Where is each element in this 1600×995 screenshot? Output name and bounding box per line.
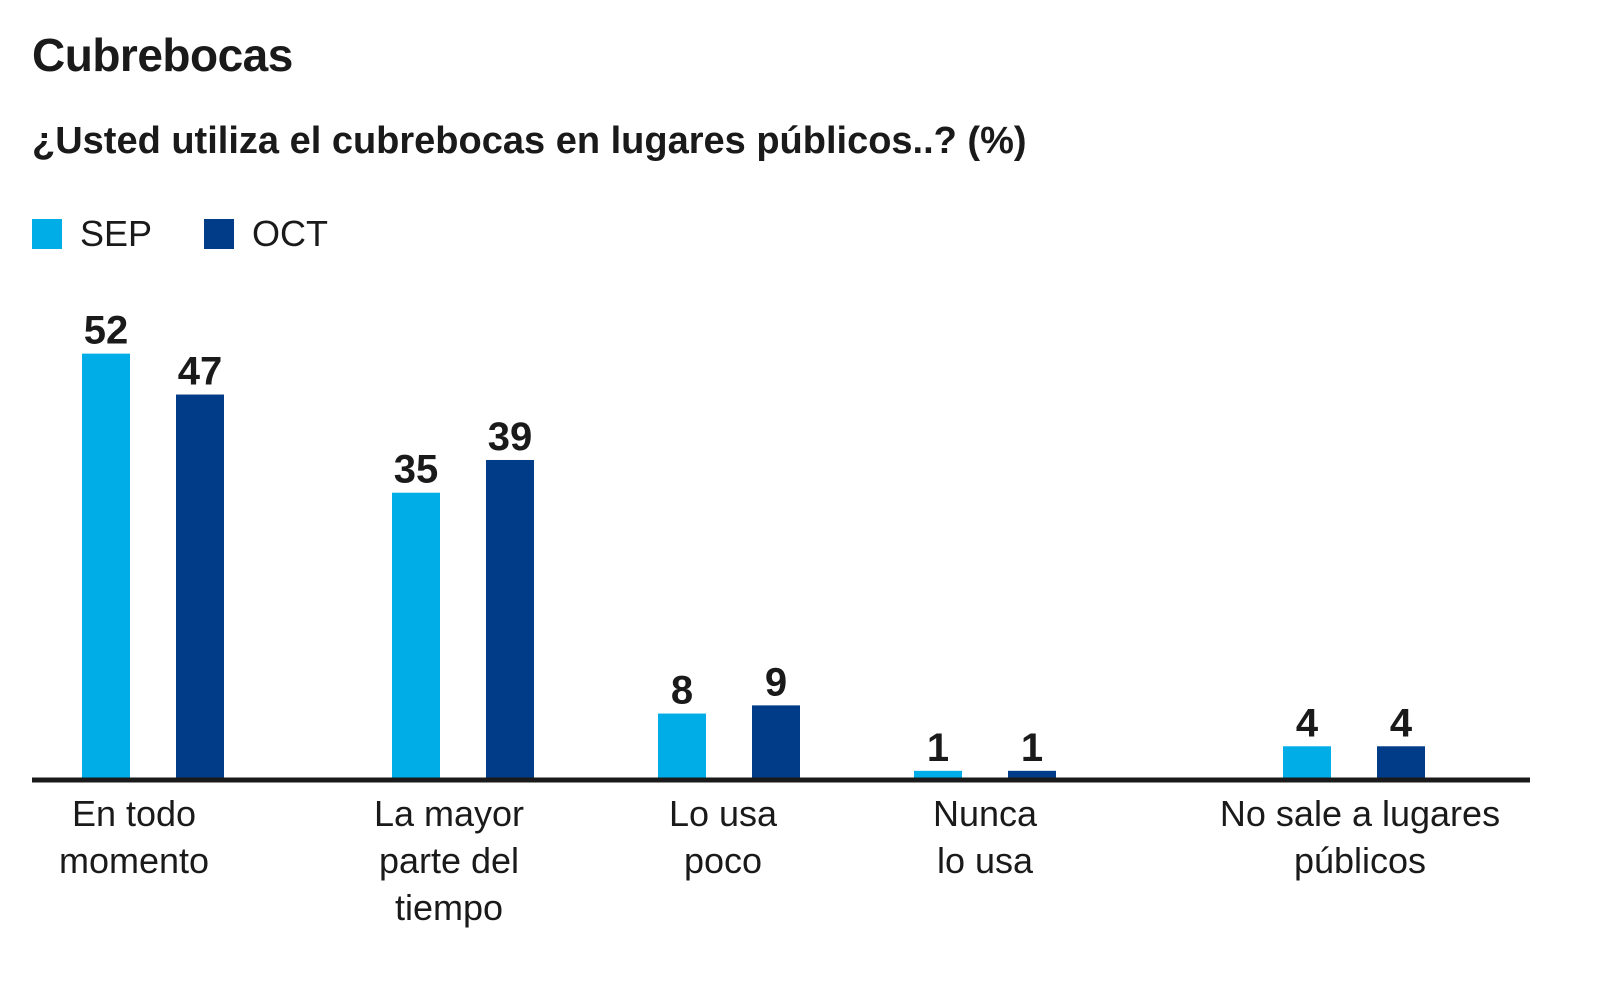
bar-oct-1 <box>486 459 534 779</box>
legend-label-oct: OCT <box>252 213 329 254</box>
bar-sep-4 <box>1283 746 1331 779</box>
bar-oct-4 <box>1377 746 1425 779</box>
category-label-0: En todo momento <box>59 793 209 881</box>
bar-sep-3 <box>914 770 962 779</box>
legend-item-sep: SEP <box>32 213 152 255</box>
value-label-sep-3: 1 <box>927 726 949 770</box>
chart-subtitle: ¿Usted utiliza el cubrebocas en lugares … <box>32 120 1027 162</box>
legend-swatch-oct <box>204 219 235 249</box>
value-label-oct-2: 9 <box>765 660 787 704</box>
bar-sep-1 <box>392 492 440 779</box>
bar-oct-2 <box>752 705 800 779</box>
bar-oct-3 <box>1008 770 1056 779</box>
category-label-1: La mayor parte del tiempo <box>374 793 524 928</box>
legend-swatch-sep <box>32 219 62 249</box>
value-label-sep-2: 8 <box>671 669 693 713</box>
category-label-3: Nunca lo usa <box>933 793 1038 881</box>
value-label-sep-0: 52 <box>84 309 129 353</box>
value-label-sep-1: 35 <box>394 448 439 492</box>
bar-sep-0 <box>82 353 130 779</box>
value-label-oct-4: 4 <box>1390 701 1413 745</box>
chart-title: Cubrebocas <box>32 29 293 81</box>
value-label-oct-3: 1 <box>1021 726 1043 770</box>
category-label-2: Lo usa poco <box>669 793 778 881</box>
legend-item-oct: OCT <box>204 213 328 255</box>
legend-label-sep: SEP <box>80 213 153 254</box>
value-label-oct-1: 39 <box>488 415 533 459</box>
chart-legend: SEP OCT <box>32 212 380 256</box>
bar-oct-0 <box>176 394 224 779</box>
category-label-4: No sale a lugares públicos <box>1220 793 1500 881</box>
bar-sep-2 <box>658 713 706 779</box>
value-label-sep-4: 4 <box>1296 701 1319 745</box>
value-label-oct-0: 47 <box>178 350 223 394</box>
